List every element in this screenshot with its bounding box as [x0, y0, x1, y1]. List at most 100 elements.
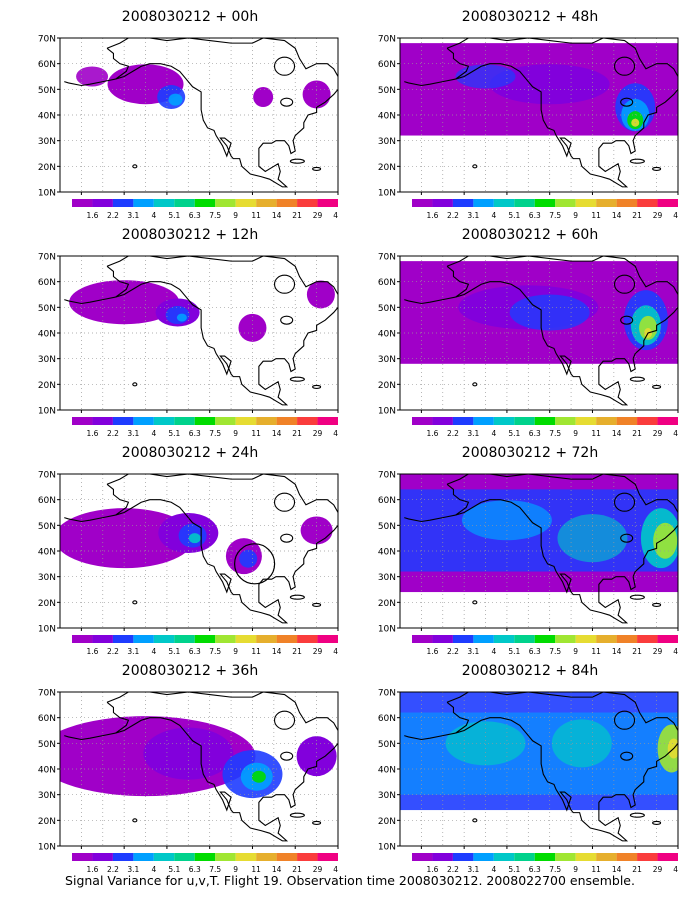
- color-swatch: [235, 417, 257, 425]
- color-scale-label: 14: [612, 211, 622, 220]
- color-swatch: [112, 635, 134, 643]
- color-scale-label: 1.6: [86, 647, 98, 656]
- variance-map: 10N 20N 30N 40N 50N 60N 70N 180160W140W120W100W…: [38, 253, 339, 414]
- gridlines: [60, 474, 338, 628]
- color-swatch: [194, 199, 216, 207]
- latitude-tick-label: 60N: [38, 60, 56, 70]
- color-scale-label: 11: [591, 429, 601, 438]
- latitude-tick-label: 20N: [38, 381, 56, 391]
- color-swatch: [72, 853, 93, 861]
- longitude-labels: 180160W140W120W100W80W60W: [80, 846, 339, 849]
- color-scale-label: 3.1: [127, 647, 139, 656]
- color-scale-label: 21: [292, 429, 302, 438]
- variance-map: 10N 20N 30N 40N 50N 60N 70N 180160W140W120W100W…: [378, 471, 679, 632]
- latitude-labels: 10N 20N 30N 40N 50N 60N 70N: [378, 689, 400, 850]
- color-swatch: [72, 635, 93, 643]
- color-swatch: [72, 199, 93, 207]
- color-scale-label: 2.2: [107, 865, 119, 874]
- variance-map: 10N 20N 30N 40N 50N 60N 70N 180160W140W120W100W…: [38, 689, 339, 850]
- coastline: [404, 38, 678, 188]
- color-swatch: [276, 853, 298, 861]
- variance-field: [60, 716, 337, 799]
- color-swatch: [215, 635, 236, 643]
- color-swatch: [596, 635, 617, 643]
- latitude-tick-label: 30N: [378, 355, 396, 365]
- coastline: [64, 256, 338, 406]
- color-swatch: [112, 199, 134, 207]
- panel-title: 2008030212 + 48h: [461, 9, 599, 25]
- latitude-tick-label: 10N: [38, 625, 56, 633]
- color-swatch: [297, 417, 318, 425]
- color-scale-label: 5.1: [508, 211, 520, 220]
- longitude-labels: 180160W140W120W100W80W60W: [420, 192, 679, 195]
- color-scale-legend: 1.6 2.2 3.1 4 5.1 6.3 7.5 9 11 14 21 29 40: [412, 635, 678, 656]
- color-swatch: [452, 417, 474, 425]
- color-scale-legend: 1.6 2.2 3.1 4 5.1 6.3 7.5 9 11 14 21 29 40: [72, 199, 338, 220]
- color-swatch: [276, 635, 298, 643]
- latitude-tick-label: 70N: [38, 253, 56, 263]
- color-swatch: [256, 417, 277, 425]
- color-scale-label: 1.6: [426, 865, 438, 874]
- longitude-labels: 180160W140W120W100W80W60W: [420, 846, 679, 849]
- color-scale-label: 14: [272, 647, 282, 656]
- color-scale-label: 1.6: [426, 647, 438, 656]
- color-swatch: [256, 853, 277, 861]
- color-scale-label: 4: [151, 211, 156, 220]
- map-panel: 2008030212 + 36h 10N 20N 30N 40N 50N 60N 70N 180…: [20, 660, 360, 874]
- color-swatch: [555, 635, 576, 643]
- color-scale-label: 4: [151, 865, 156, 874]
- color-swatch: [432, 199, 453, 207]
- color-swatch: [297, 853, 318, 861]
- color-swatch: [555, 417, 576, 425]
- panel-title: 2008030212 + 36h: [121, 663, 259, 679]
- color-scale-label: 2.2: [447, 865, 459, 874]
- color-swatch: [412, 199, 433, 207]
- color-swatch: [514, 199, 535, 207]
- color-scale-label: 40: [673, 211, 678, 220]
- color-swatch: [657, 635, 678, 643]
- variance-map: 10N 20N 30N 40N 50N 60N 70N 180160W140W120W100W…: [38, 471, 339, 633]
- latitude-tick-label: 20N: [378, 381, 396, 391]
- color-scale-label: 6.3: [529, 211, 541, 220]
- panel-title: 2008030212 + 72h: [461, 445, 599, 461]
- color-swatch: [276, 417, 298, 425]
- latitude-tick-label: 40N: [378, 548, 396, 558]
- color-scale-label: 5.1: [168, 647, 180, 656]
- color-swatch: [317, 635, 338, 643]
- color-swatch: [575, 635, 597, 643]
- color-swatch: [133, 199, 154, 207]
- color-swatch: [92, 853, 113, 861]
- longitude-labels: 180160W140W120W100W80W60W: [420, 628, 679, 631]
- latitude-tick-label: 60N: [378, 60, 396, 70]
- map-panel: 2008030212 + 00h 10N 20N 30N 40N 50N 60N 70N 180…: [20, 6, 360, 220]
- color-scale-label: 5.1: [168, 211, 180, 220]
- panel-title: 2008030212 + 12h: [121, 227, 259, 243]
- color-scale-legend: 1.6 2.2 3.1 4 5.1 6.3 7.5 9 11 14 21 29 40: [72, 853, 338, 874]
- latitude-tick-label: 20N: [378, 599, 396, 609]
- color-swatch: [256, 635, 277, 643]
- coastline: [404, 692, 678, 842]
- color-scale-label: 1.6: [86, 865, 98, 874]
- color-scale-label: 3.1: [127, 865, 139, 874]
- latitude-tick-label: 60N: [38, 278, 56, 288]
- panel-title: 2008030212 + 24h: [121, 445, 259, 461]
- color-scale-label: 7.5: [549, 865, 561, 874]
- map-panel: 2008030212 + 12h 10N 20N 30N 40N 50N 60N 70N 180…: [20, 224, 360, 438]
- color-scale-label: 29: [653, 647, 663, 656]
- color-scale-label: 21: [632, 647, 642, 656]
- variance-field: [400, 474, 678, 593]
- color-swatch: [473, 417, 494, 425]
- color-scale-label: 29: [313, 865, 323, 874]
- color-swatch: [575, 417, 597, 425]
- color-swatch: [174, 417, 195, 425]
- color-swatch: [153, 199, 175, 207]
- latitude-labels: 10N 20N 30N 40N 50N 60N 70N: [378, 253, 400, 415]
- color-scale-label: 4: [491, 211, 496, 220]
- latitude-tick-label: 10N: [378, 407, 396, 415]
- latitude-tick-label: 70N: [38, 689, 56, 699]
- color-scale-label: 7.5: [549, 211, 561, 220]
- latitude-tick-label: 50N: [38, 86, 56, 96]
- latitude-labels: 10N 20N 30N 40N 50N 60N 70N: [378, 35, 400, 196]
- color-swatch: [473, 199, 494, 207]
- color-scale-label: 4: [151, 429, 156, 438]
